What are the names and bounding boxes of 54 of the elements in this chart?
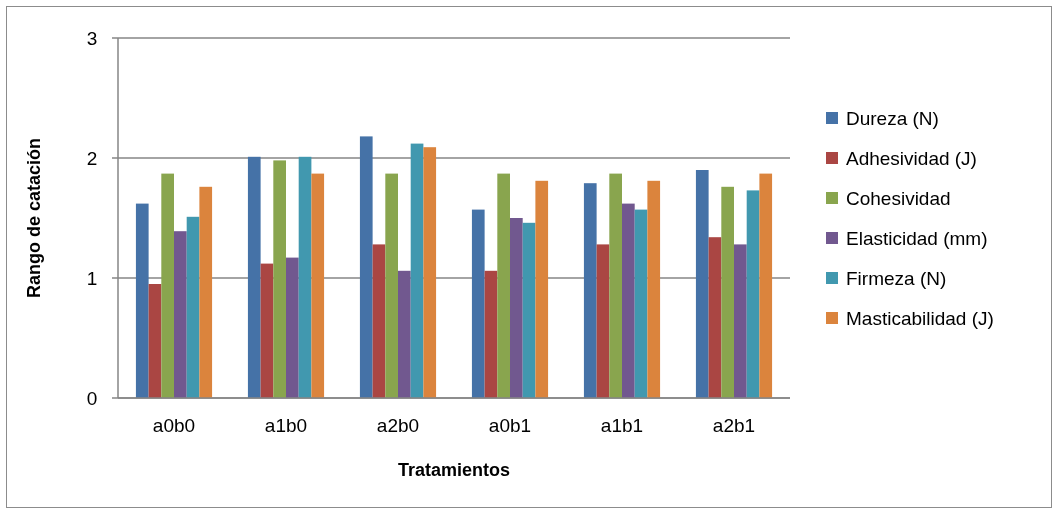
x-tick-label: a0b0 [152,415,196,436]
bar [583,183,597,398]
bar [746,190,760,398]
bar [721,186,734,398]
bar [759,173,773,398]
bar [410,143,424,398]
x-tick-label: a1b0 [264,415,308,436]
bar [298,156,312,398]
bar [372,244,386,398]
bar [647,180,661,398]
legend-label: Firmeza (N) [846,267,947,289]
legend-label: Adhesividad (J) [846,147,977,169]
bar [596,244,610,398]
bar [174,231,187,398]
bar [497,173,510,398]
bar [286,257,299,398]
bar [622,203,635,398]
y-tick-label: 2 [86,147,98,169]
y-tick-label: 3 [86,27,98,49]
legend-label: Elasticidad (mm) [846,227,988,249]
bar [695,170,709,398]
legend-label: Cohesividad [846,187,951,209]
bar [273,160,286,398]
y-tick-label: 0 [86,387,98,409]
x-tick-label: a2b0 [376,415,420,436]
x-axis-title: Tratamientos [397,460,511,480]
y-tick-label: 1 [86,267,98,289]
bar [522,222,536,398]
bar [471,209,485,398]
bar [247,156,261,398]
bar [734,244,747,398]
bar [385,173,398,398]
bar [186,216,200,398]
x-tick-label: a0b1 [488,415,532,436]
bar [634,209,648,398]
bar [260,263,274,398]
bar [423,147,437,398]
bar [161,173,174,398]
bar [708,237,722,398]
bar [148,284,162,398]
bar [359,136,373,398]
bar [311,173,325,398]
bar [398,270,411,398]
bar [535,180,549,398]
x-tick-label: a1b1 [600,415,644,436]
bar [510,218,523,398]
y-axis-title: Rango de catación [24,137,44,299]
legend-label: Dureza (N) [846,107,939,129]
bar [484,270,498,398]
bar [135,203,149,398]
bar [609,173,622,398]
x-tick-label: a2b1 [712,415,756,436]
bar [199,186,213,398]
legend-label: Masticabilidad (J) [846,307,994,329]
